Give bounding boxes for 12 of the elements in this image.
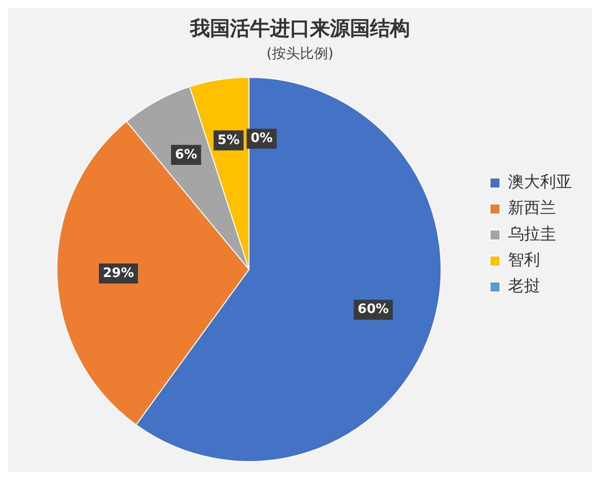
legend-label: 乌拉圭 bbox=[508, 224, 556, 244]
legend-label: 老挝 bbox=[508, 276, 540, 296]
legend-label: 澳大利亚 bbox=[508, 172, 572, 192]
data-label: 5% bbox=[218, 132, 240, 148]
data-label: 6% bbox=[175, 147, 198, 162]
legend-label: 新西兰 bbox=[508, 198, 556, 218]
text: 0% bbox=[250, 131, 273, 146]
chart-subtitle: (按头比例) bbox=[266, 46, 334, 62]
chart-title: 我国活牛进口来源国结构 bbox=[189, 16, 410, 40]
legend-label: 智利 bbox=[508, 250, 540, 270]
data-label: 60% bbox=[358, 302, 389, 318]
data-label: 29% bbox=[102, 266, 134, 281]
